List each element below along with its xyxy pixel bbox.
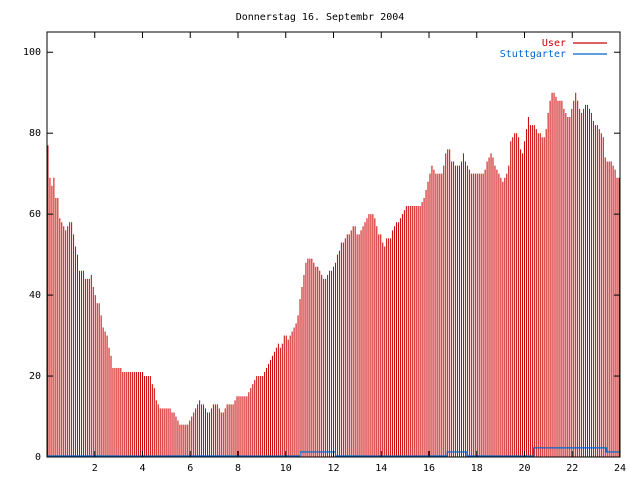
x-tick-label: 16 — [423, 463, 435, 474]
x-tick-label: 10 — [280, 463, 292, 474]
x-tick-label: 8 — [235, 463, 241, 474]
legend-label: User — [542, 38, 566, 49]
x-tick-label: 24 — [614, 463, 626, 474]
x-tick-label: 20 — [518, 463, 530, 474]
x-tick-label: 2 — [92, 463, 98, 474]
x-tick-label: 22 — [566, 463, 578, 474]
y-tick-label: 20 — [29, 371, 41, 382]
chart-marks — [47, 92, 620, 457]
x-tick-label: 4 — [139, 463, 145, 474]
x-tick-label: 14 — [375, 463, 387, 474]
x-tick-label: 6 — [187, 463, 193, 474]
y-tick-label: 100 — [23, 47, 41, 58]
chart-title: Donnerstag 16. Septembr 2004 — [236, 12, 405, 23]
y-tick-label: 60 — [29, 209, 41, 220]
y-tick-label: 80 — [29, 128, 41, 139]
y-tick-label: 0 — [35, 452, 41, 463]
x-tick-label: 18 — [471, 463, 483, 474]
series-stuttgarter-line — [47, 447, 620, 457]
stuttgarter-step-path — [47, 447, 620, 457]
y-tick-label: 40 — [29, 290, 41, 301]
x-tick-label: 12 — [327, 463, 339, 474]
legend-label: Stuttgarter — [500, 49, 566, 60]
